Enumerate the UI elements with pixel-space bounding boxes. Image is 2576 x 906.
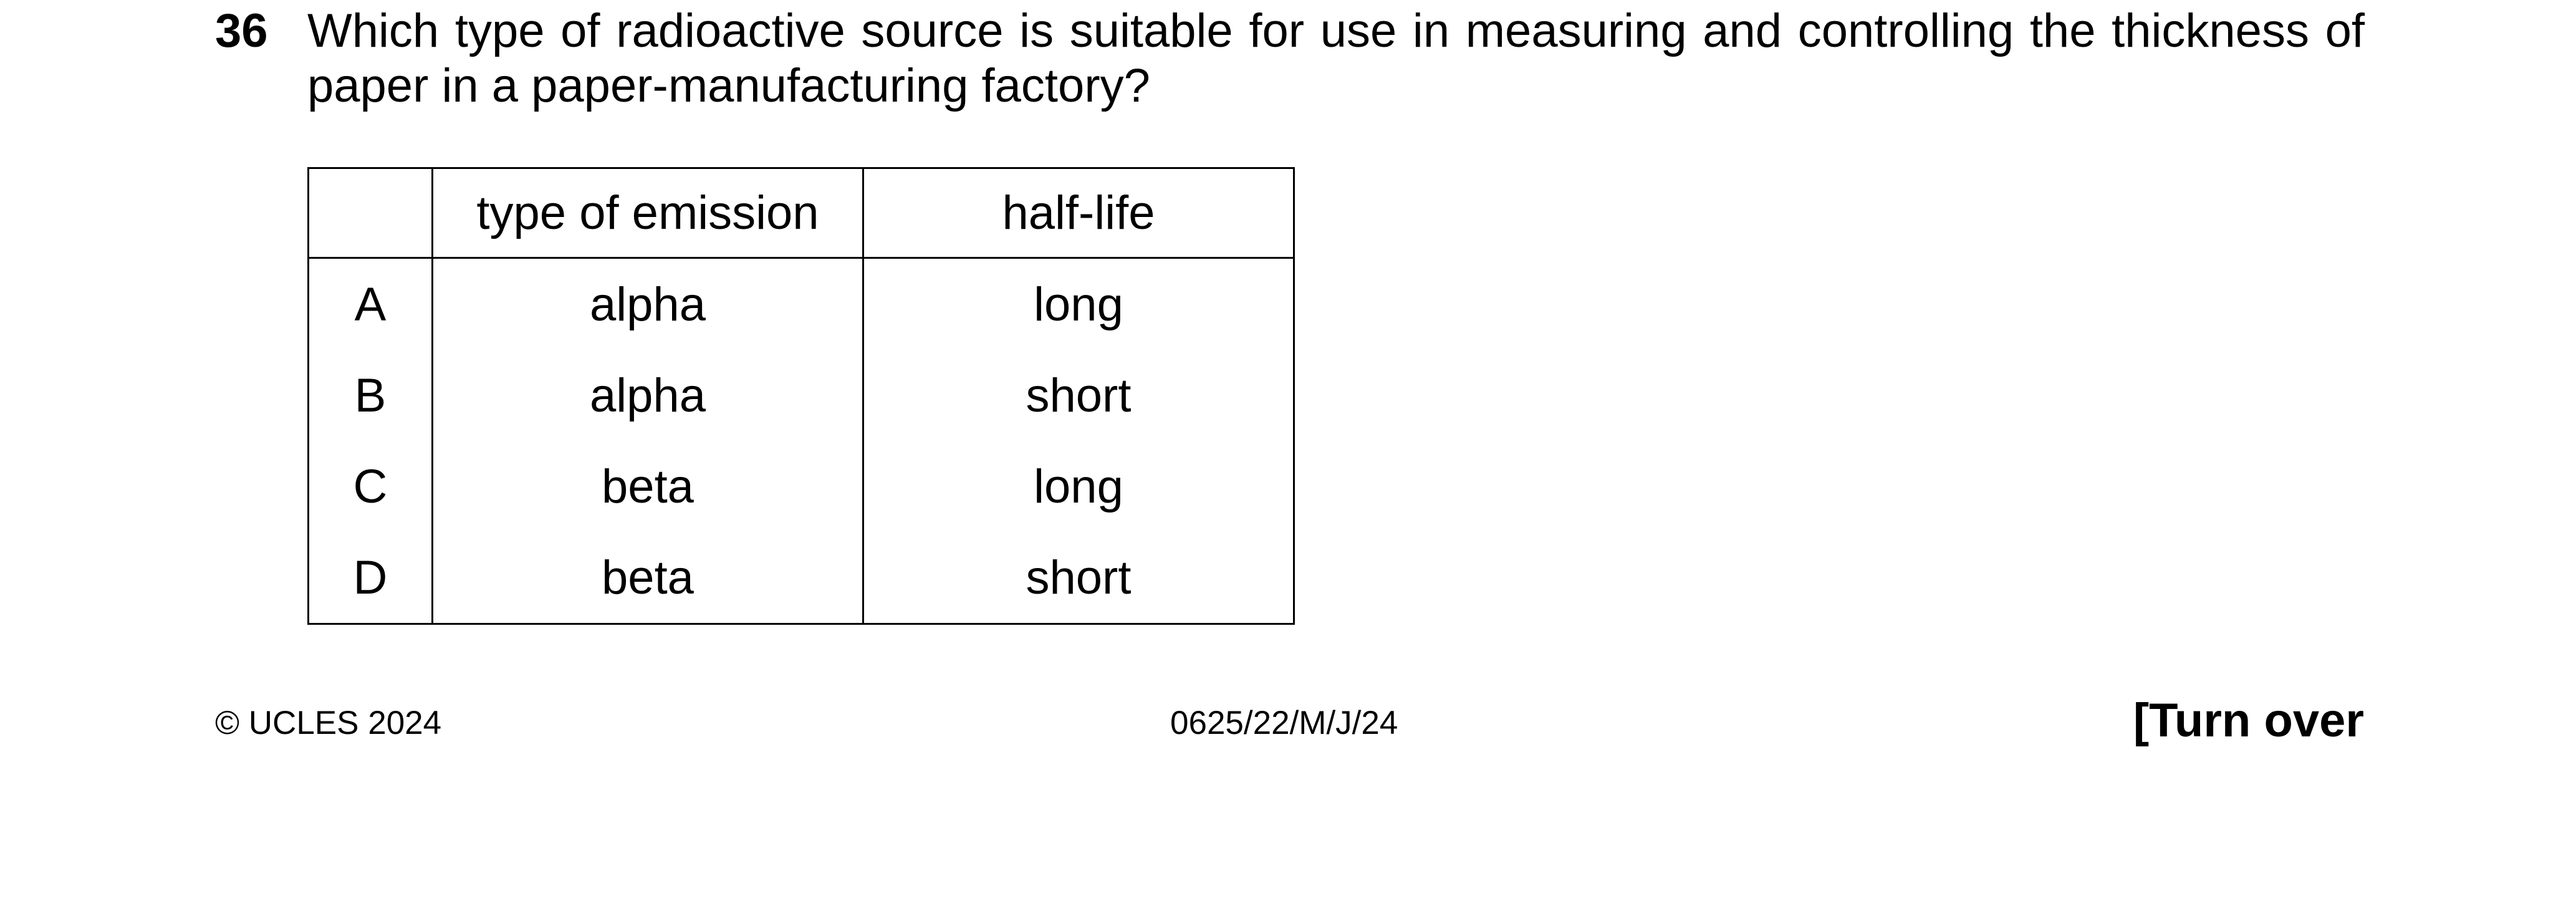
header-half-life: half-life — [862, 167, 1295, 259]
option-letter: D — [307, 532, 433, 625]
table-header-row: type of emission half-life — [307, 167, 1295, 259]
options-table: type of emission half-life A alpha long … — [307, 167, 1295, 625]
option-half-life: short — [862, 532, 1295, 625]
paper-code: 0625/22/M/J/24 — [1170, 705, 1398, 741]
header-letter-cell — [307, 167, 433, 259]
option-letter: A — [307, 258, 433, 350]
option-emission: alpha — [431, 258, 864, 350]
option-half-life: long — [862, 258, 1295, 350]
option-half-life: long — [862, 441, 1295, 532]
table-row: C beta long — [307, 441, 1295, 532]
option-emission: alpha — [431, 350, 864, 441]
copyright-notice: © UCLES 2024 — [215, 705, 442, 741]
table-row: A alpha long — [307, 258, 1295, 350]
table-row: D beta short — [307, 532, 1295, 625]
header-type-of-emission: type of emission — [431, 167, 864, 259]
option-emission: beta — [431, 532, 864, 625]
option-emission: beta — [431, 441, 864, 532]
option-letter: B — [307, 350, 433, 441]
option-letter: C — [307, 441, 433, 532]
turn-over-label: [Turn over — [2133, 694, 2364, 747]
question-text: Which type of radioactive source is suit… — [307, 4, 2365, 112]
option-half-life: short — [862, 350, 1295, 441]
table-row: B alpha short — [307, 350, 1295, 441]
question-number: 36 — [215, 4, 268, 57]
